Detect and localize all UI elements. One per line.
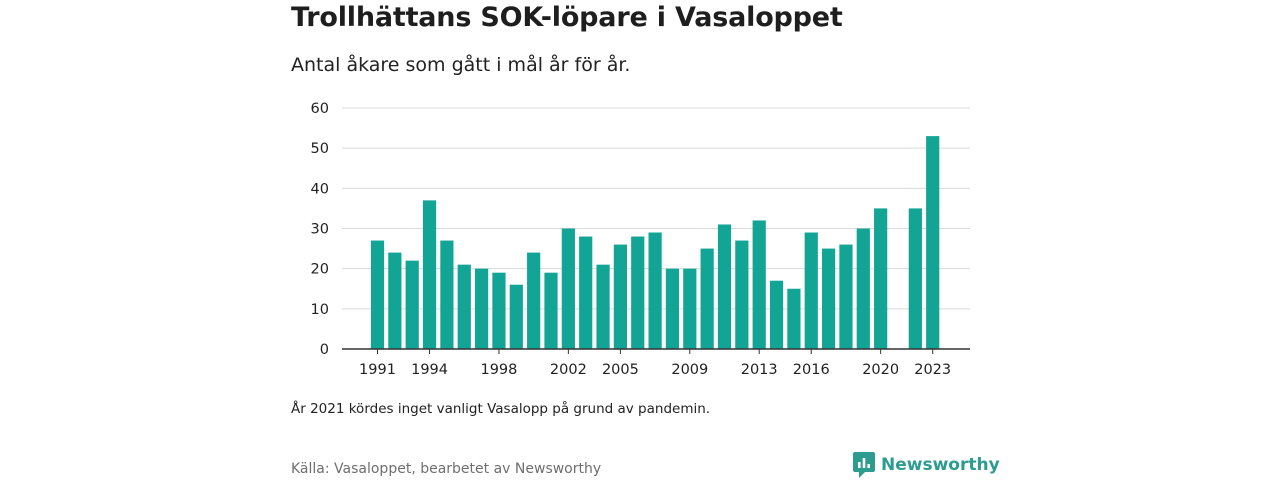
x-tick-label: 2013 <box>741 362 778 378</box>
x-tick-label: 2002 <box>550 362 587 378</box>
bar <box>769 280 784 349</box>
brand-logo: Newsworthy <box>853 452 1000 478</box>
y-tick-label: 10 <box>311 302 329 318</box>
bar <box>405 260 419 349</box>
bar <box>908 208 922 349</box>
y-tick-label: 20 <box>311 262 329 278</box>
bar <box>735 240 749 349</box>
chart-note: År 2021 kördes inget vanligt Vasalopp på… <box>291 401 711 417</box>
bar <box>388 252 402 349</box>
bar <box>509 284 523 349</box>
y-tick-label: 30 <box>311 222 329 238</box>
source-text: Källa: Vasaloppet, bearbetet av Newswort… <box>291 461 602 477</box>
bar <box>787 288 801 349</box>
bar <box>856 228 870 349</box>
bar <box>370 240 385 349</box>
bar <box>492 272 506 349</box>
bar <box>700 248 714 349</box>
x-tick-label: 1994 <box>411 362 448 378</box>
bar <box>631 236 645 349</box>
bar <box>613 244 627 349</box>
bar <box>440 240 454 349</box>
x-tick-label: 1991 <box>359 362 396 378</box>
chart-subtitle: Antal åkare som gått i mål år för år. <box>291 54 631 76</box>
bar <box>752 220 766 349</box>
y-tick-label: 40 <box>311 181 329 197</box>
bar <box>648 232 662 349</box>
bar <box>874 208 888 349</box>
brand-name: Newsworthy <box>881 455 1000 475</box>
bar <box>457 264 471 349</box>
bar <box>422 200 437 349</box>
y-tick-label: 0 <box>320 342 329 358</box>
x-tick-label: 2023 <box>914 362 951 378</box>
bar <box>822 248 836 349</box>
bar-chart: 0 10 20 30 40 50 60 1991 1994 1998 2002 2005 2009 201… <box>311 101 970 378</box>
bar <box>475 268 489 349</box>
bar <box>926 136 940 349</box>
bar <box>579 236 593 349</box>
chart-title: Trollhättans SOK-löpare i Vasaloppet <box>291 2 843 33</box>
x-tick-label: 2009 <box>671 362 708 378</box>
bar <box>596 264 610 349</box>
newsworthy-logo-icon <box>853 452 875 478</box>
bar <box>839 244 853 349</box>
bar <box>717 224 732 349</box>
bar <box>804 232 818 349</box>
x-tick-label: 2016 <box>793 362 830 378</box>
y-tick-label: 60 <box>311 101 329 117</box>
x-tick-label: 2005 <box>602 362 639 378</box>
bar <box>683 268 697 349</box>
bar <box>544 272 558 349</box>
bar <box>527 252 541 349</box>
bar <box>665 268 680 349</box>
x-tick-label: 2020 <box>862 362 899 378</box>
bar <box>561 228 575 349</box>
y-tick-label: 50 <box>311 141 329 157</box>
x-tick-label: 1998 <box>480 362 517 378</box>
